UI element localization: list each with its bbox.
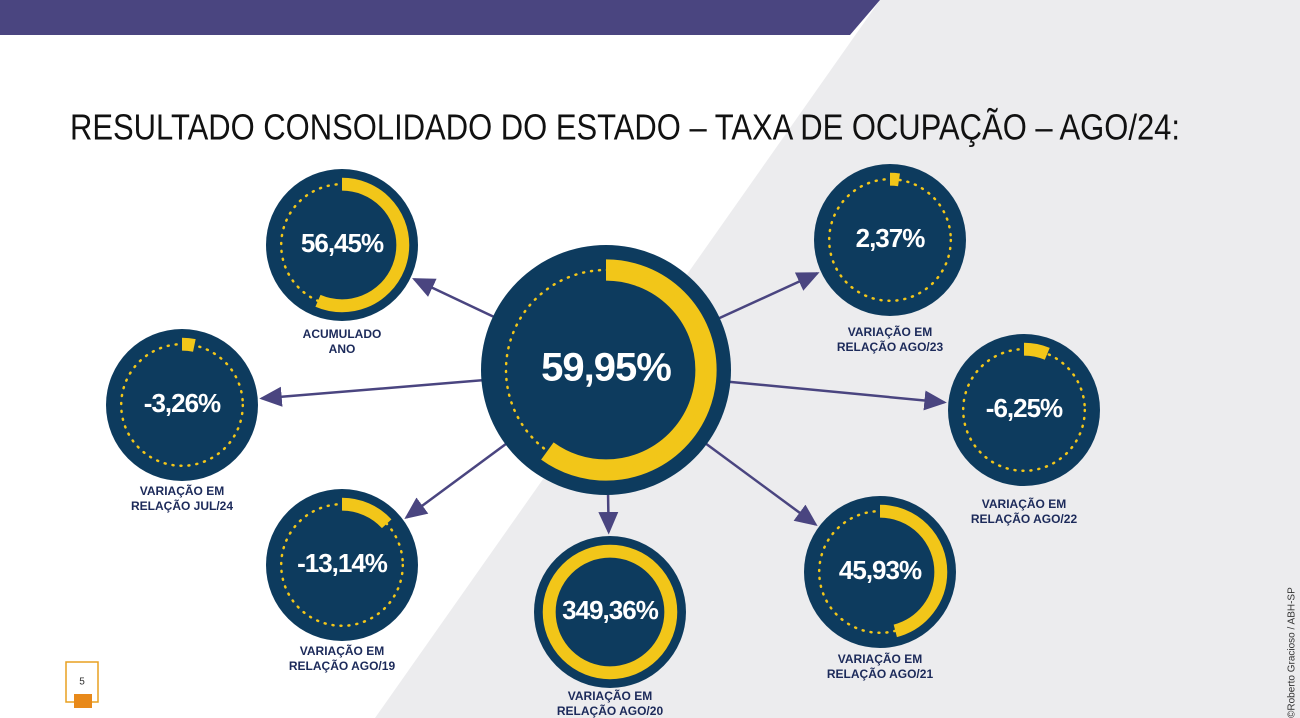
gauge-label: RELAÇÃO AGO/19 xyxy=(289,658,396,673)
gauge-label: VARIAÇÃO EM xyxy=(140,483,224,498)
gauge-label: VARIAÇÃO EM xyxy=(848,324,932,339)
gauge-arc xyxy=(114,337,250,473)
gauge-disc xyxy=(814,164,966,316)
gauge-disc xyxy=(534,536,686,688)
gauge-label: ACUMULADO xyxy=(303,327,382,341)
gauge-label: VARIAÇÃO EM xyxy=(300,643,384,658)
gauge-disc xyxy=(804,496,956,648)
arrow xyxy=(404,437,515,519)
arrow xyxy=(697,437,818,527)
title: RESULTADO CONSOLIDADO DO ESTADO – TAXA D… xyxy=(70,107,1180,148)
gauge-dots xyxy=(827,177,953,303)
gauge-dots xyxy=(279,182,405,308)
gauge-disc xyxy=(106,329,258,481)
gauge-arc xyxy=(956,342,1092,478)
gauge-dots xyxy=(504,268,708,472)
gauge-arc xyxy=(274,497,410,633)
gauge-value: 45,93% xyxy=(839,555,922,585)
gauge-value: 349,36% xyxy=(562,595,659,625)
gauge-label: VARIAÇÃO EM xyxy=(838,651,922,666)
gauge-disc xyxy=(948,334,1100,486)
top-bar xyxy=(0,0,880,35)
gauge-dots xyxy=(817,509,943,635)
gauge-value: -6,25% xyxy=(986,393,1063,423)
gauge-dots xyxy=(547,549,673,675)
gauge-label: RELAÇÃO AGO/22 xyxy=(971,511,1078,526)
gauge-label: RELAÇÃO AGO/20 xyxy=(557,703,664,718)
gauge-label: RELAÇÃO AGO/23 xyxy=(837,339,944,354)
gauge-dots xyxy=(961,347,1087,473)
gauge-value: 56,45% xyxy=(301,228,384,258)
gauge-arc xyxy=(822,172,958,308)
gauge-value: -13,14% xyxy=(297,548,388,578)
gauge-disc xyxy=(266,169,418,321)
gauge-label: RELAÇÃO AGO/21 xyxy=(827,666,934,681)
gauge-value: 59,95% xyxy=(541,346,671,390)
gauge-dots xyxy=(119,342,245,468)
gauge-disc xyxy=(266,489,418,641)
arrow xyxy=(412,278,503,322)
arrows xyxy=(259,272,947,535)
arrow xyxy=(710,272,820,324)
page-number: 5 xyxy=(79,677,85,688)
gauge-dots xyxy=(279,502,405,628)
gauge-disc xyxy=(481,245,731,495)
gauge-value: 2,37% xyxy=(856,223,926,253)
gauge-value: -3,26% xyxy=(144,388,221,418)
gauge-label: VARIAÇÃO EM xyxy=(568,688,652,703)
gauge-label: VARIAÇÃO EM xyxy=(982,496,1066,511)
page-marker xyxy=(74,694,92,708)
gauge-label: RELAÇÃO JUL/24 xyxy=(131,498,233,513)
credit: ©Roberto Gracioso / ABH-SP xyxy=(1287,587,1298,718)
arrow xyxy=(259,378,492,407)
gauge-label: ANO xyxy=(329,342,356,356)
arrow xyxy=(720,379,947,411)
